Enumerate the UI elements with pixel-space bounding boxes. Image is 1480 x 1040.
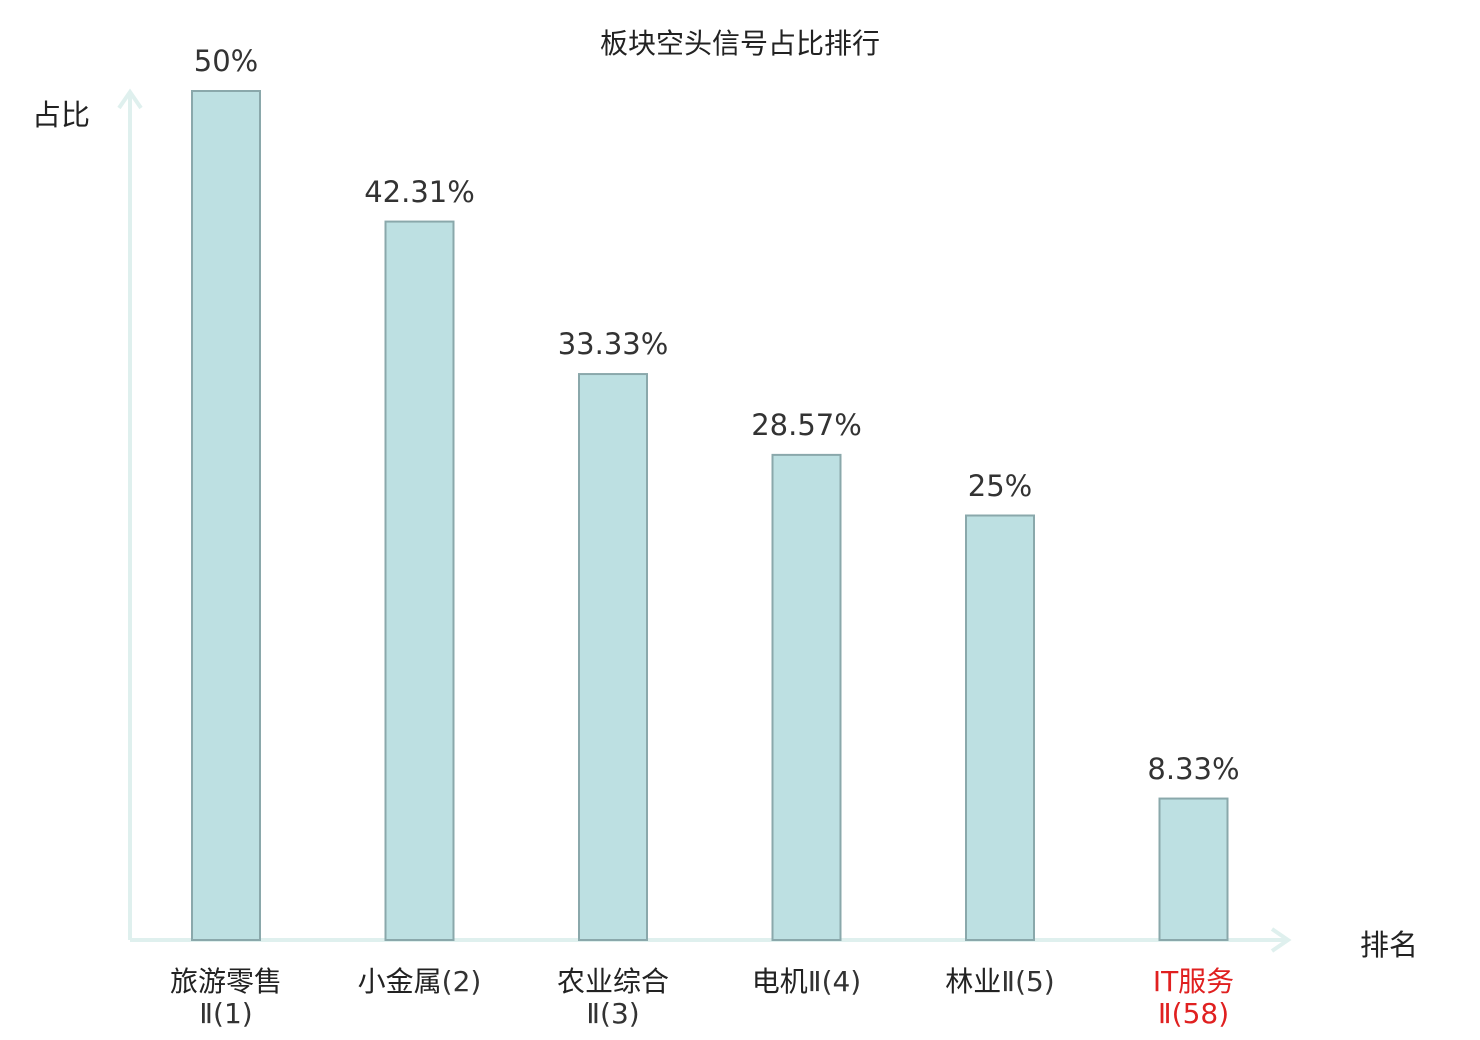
category-name: IT服务 [1152, 965, 1235, 998]
category-label: IT服务 Ⅱ(58) [1084, 966, 1304, 1030]
category-label: 旅游零售 Ⅱ(1) [116, 966, 336, 1030]
value-label: 50% [193, 44, 259, 78]
category-suffix: Ⅱ(3) [586, 997, 640, 1030]
category-label: 小金属(2) [310, 966, 530, 998]
bar [1158, 797, 1229, 941]
value-label: 42.31% [364, 174, 475, 209]
category-label: 农业综合 Ⅱ(3) [503, 966, 723, 1030]
category-label: 林业Ⅱ(5) [890, 966, 1110, 998]
category-suffix: Ⅱ(1) [199, 997, 253, 1030]
category-suffix: (2) [441, 965, 482, 998]
x-axis-arrow [1270, 927, 1292, 953]
y-axis-label: 占比 [32, 98, 91, 132]
bar [191, 90, 261, 941]
category-suffix: Ⅱ(58) [1157, 997, 1230, 1030]
category-name: 小金属 [357, 965, 442, 998]
category-suffix: Ⅱ(5) [1001, 965, 1055, 998]
bar [965, 514, 1035, 941]
y-axis-arrow [117, 88, 143, 110]
value-label: 33.33% [557, 327, 669, 362]
bar [578, 373, 648, 942]
value-label: 28.57% [751, 407, 862, 442]
value-label: 8.33% [1147, 751, 1240, 786]
category-name: 林业 [945, 965, 1002, 998]
category-label: 电机Ⅱ(4) [697, 966, 917, 998]
category-name: 电机 [751, 965, 808, 998]
bar [384, 220, 455, 942]
category-suffix: Ⅱ(4) [807, 965, 862, 998]
category-name: 农业综合 [556, 965, 669, 998]
bar [771, 453, 842, 941]
chart-title: 板块空头信号占比排行 [599, 27, 880, 60]
x-axis-label: 排名 [1360, 928, 1419, 962]
value-label: 25% [967, 468, 1033, 503]
category-name: 旅游零售 [169, 965, 282, 998]
